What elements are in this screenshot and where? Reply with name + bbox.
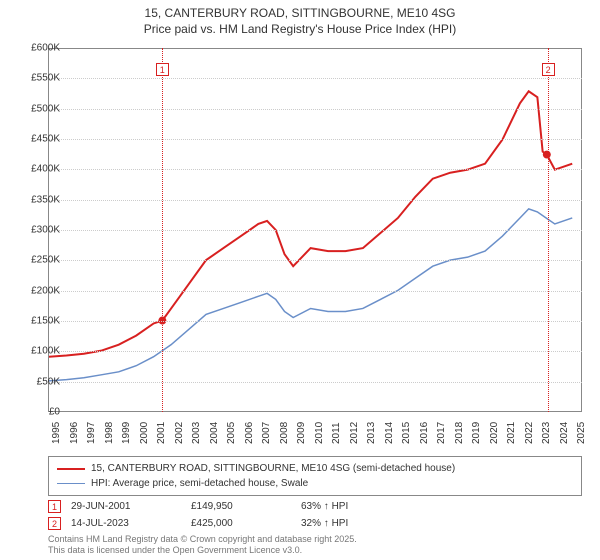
events-table: 1 29-JUN-2001 £149,950 63% ↑ HPI 2 14-JUL-202… [48, 498, 582, 532]
legend-swatch [57, 468, 85, 470]
y-tick-label: £550K [31, 73, 60, 84]
x-tick-label: 2024 [559, 422, 570, 444]
y-tick-label: £50K [37, 376, 60, 387]
x-tick-label: 1996 [69, 422, 80, 444]
series-line-price_paid [49, 91, 572, 356]
gridline-h [48, 230, 582, 231]
footer-line2: This data is licensed under the Open Gov… [48, 545, 357, 556]
y-tick-label: £300K [31, 225, 60, 236]
x-tick-label: 2001 [156, 422, 167, 444]
x-tick-label: 1995 [51, 422, 62, 444]
y-tick-label: £350K [31, 194, 60, 205]
x-tick-label: 2018 [454, 422, 465, 444]
event-marker-num: 1 [48, 500, 61, 513]
x-tick-label: 2007 [261, 422, 272, 444]
title-line2: Price paid vs. HM Land Registry's House … [0, 22, 600, 38]
marker-dotted-line [548, 48, 549, 412]
event-marker-num: 2 [48, 517, 61, 530]
gridline-h [48, 351, 582, 352]
event-pct: 63% ↑ HPI [301, 501, 411, 512]
legend-label: 15, CANTERBURY ROAD, SITTINGBOURNE, ME10… [91, 461, 455, 476]
x-tick-label: 2021 [506, 422, 517, 444]
x-tick-label: 2014 [384, 422, 395, 444]
footer-line1: Contains HM Land Registry data © Crown c… [48, 534, 357, 545]
x-tick-label: 2011 [331, 422, 342, 444]
x-tick-label: 2012 [349, 422, 360, 444]
gridline-h [48, 321, 582, 322]
event-row: 2 14-JUL-2023 £425,000 32% ↑ HPI [48, 515, 582, 532]
legend-swatch [57, 483, 85, 484]
event-price: £425,000 [191, 518, 291, 529]
gridline-h [48, 109, 582, 110]
chart-title: 15, CANTERBURY ROAD, SITTINGBOURNE, ME10… [0, 0, 600, 37]
marker-box: 1 [156, 63, 169, 76]
event-price: £149,950 [191, 501, 291, 512]
legend-item: 15, CANTERBURY ROAD, SITTINGBOURNE, ME10… [57, 461, 573, 476]
x-tick-label: 2006 [244, 422, 255, 444]
gridline-h [48, 139, 582, 140]
title-line1: 15, CANTERBURY ROAD, SITTINGBOURNE, ME10… [0, 6, 600, 22]
x-tick-label: 2003 [191, 422, 202, 444]
gridline-h [48, 78, 582, 79]
x-tick-label: 2025 [576, 422, 587, 444]
gridline-h [48, 291, 582, 292]
x-tick-label: 2015 [401, 422, 412, 444]
y-tick-label: £600K [31, 43, 60, 54]
event-pct: 32% ↑ HPI [301, 518, 411, 529]
gridline-h [48, 260, 582, 261]
legend-item: HPI: Average price, semi-detached house,… [57, 476, 573, 491]
x-tick-label: 2020 [489, 422, 500, 444]
x-tick-label: 2004 [209, 422, 220, 444]
x-tick-label: 2016 [419, 422, 430, 444]
footer-attribution: Contains HM Land Registry data © Crown c… [48, 534, 357, 556]
x-tick-label: 2013 [366, 422, 377, 444]
x-tick-label: 2008 [279, 422, 290, 444]
event-date: 29-JUN-2001 [71, 501, 181, 512]
y-tick-label: £200K [31, 285, 60, 296]
gridline-h [48, 169, 582, 170]
x-tick-label: 2022 [524, 422, 535, 444]
series-line-hpi [49, 209, 572, 381]
y-tick-label: £0 [49, 407, 60, 418]
y-tick-label: £500K [31, 103, 60, 114]
x-tick-label: 1999 [121, 422, 132, 444]
y-tick-label: £450K [31, 134, 60, 145]
y-tick-label: £150K [31, 316, 60, 327]
marker-dotted-line [162, 48, 163, 412]
x-tick-label: 2019 [471, 422, 482, 444]
y-tick-label: £100K [31, 346, 60, 357]
y-tick-label: £250K [31, 255, 60, 266]
y-tick-label: £400K [31, 164, 60, 175]
legend-box: 15, CANTERBURY ROAD, SITTINGBOURNE, ME10… [48, 456, 582, 496]
event-date: 14-JUL-2023 [71, 518, 181, 529]
x-tick-label: 2000 [139, 422, 150, 444]
x-tick-label: 1998 [104, 422, 115, 444]
x-tick-label: 2009 [296, 422, 307, 444]
x-tick-label: 2017 [436, 422, 447, 444]
x-tick-label: 1997 [86, 422, 97, 444]
x-tick-label: 2023 [541, 422, 552, 444]
gridline-h [48, 382, 582, 383]
x-tick-label: 2005 [226, 422, 237, 444]
x-tick-label: 2002 [174, 422, 185, 444]
marker-box: 2 [542, 63, 555, 76]
legend-label: HPI: Average price, semi-detached house,… [91, 476, 308, 491]
gridline-h [48, 200, 582, 201]
event-row: 1 29-JUN-2001 £149,950 63% ↑ HPI [48, 498, 582, 515]
x-tick-label: 2010 [314, 422, 325, 444]
